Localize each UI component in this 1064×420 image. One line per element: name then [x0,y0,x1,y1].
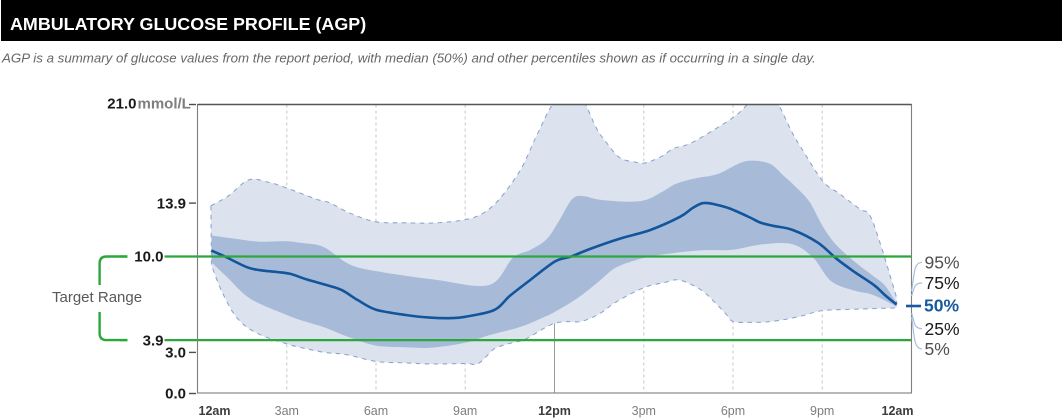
svg-text:75%: 75% [925,273,960,293]
svg-text:3.9: 3.9 [143,332,164,349]
svg-text:12am: 12am [199,404,231,418]
svg-text:6am: 6am [364,404,388,418]
svg-text:13.9: 13.9 [157,195,186,212]
svg-text:mmol/L: mmol/L [138,96,191,113]
svg-text:AGP is a summary of glucose va: AGP is a summary of glucose values from … [1,51,816,66]
svg-text:0.0: 0.0 [165,386,186,403]
svg-text:50%: 50% [924,296,959,316]
svg-text:9pm: 9pm [810,404,834,418]
svg-text:12am: 12am [882,404,914,418]
svg-text:9am: 9am [453,404,477,418]
svg-text:3pm: 3pm [632,404,656,418]
svg-text:3.0: 3.0 [165,345,186,362]
svg-text:25%: 25% [925,319,960,339]
svg-text:Target Range: Target Range [52,289,142,306]
svg-text:3am: 3am [275,404,299,418]
svg-text:21.0: 21.0 [107,96,136,113]
svg-text:95%: 95% [925,253,960,273]
svg-text:10.0: 10.0 [134,249,163,266]
svg-text:12pm: 12pm [538,404,571,418]
svg-text:6pm: 6pm [721,404,745,418]
svg-text:5%: 5% [925,339,950,359]
svg-text:AMBULATORY GLUCOSE PROFILE (AG: AMBULATORY GLUCOSE PROFILE (AGP) [10,14,366,34]
